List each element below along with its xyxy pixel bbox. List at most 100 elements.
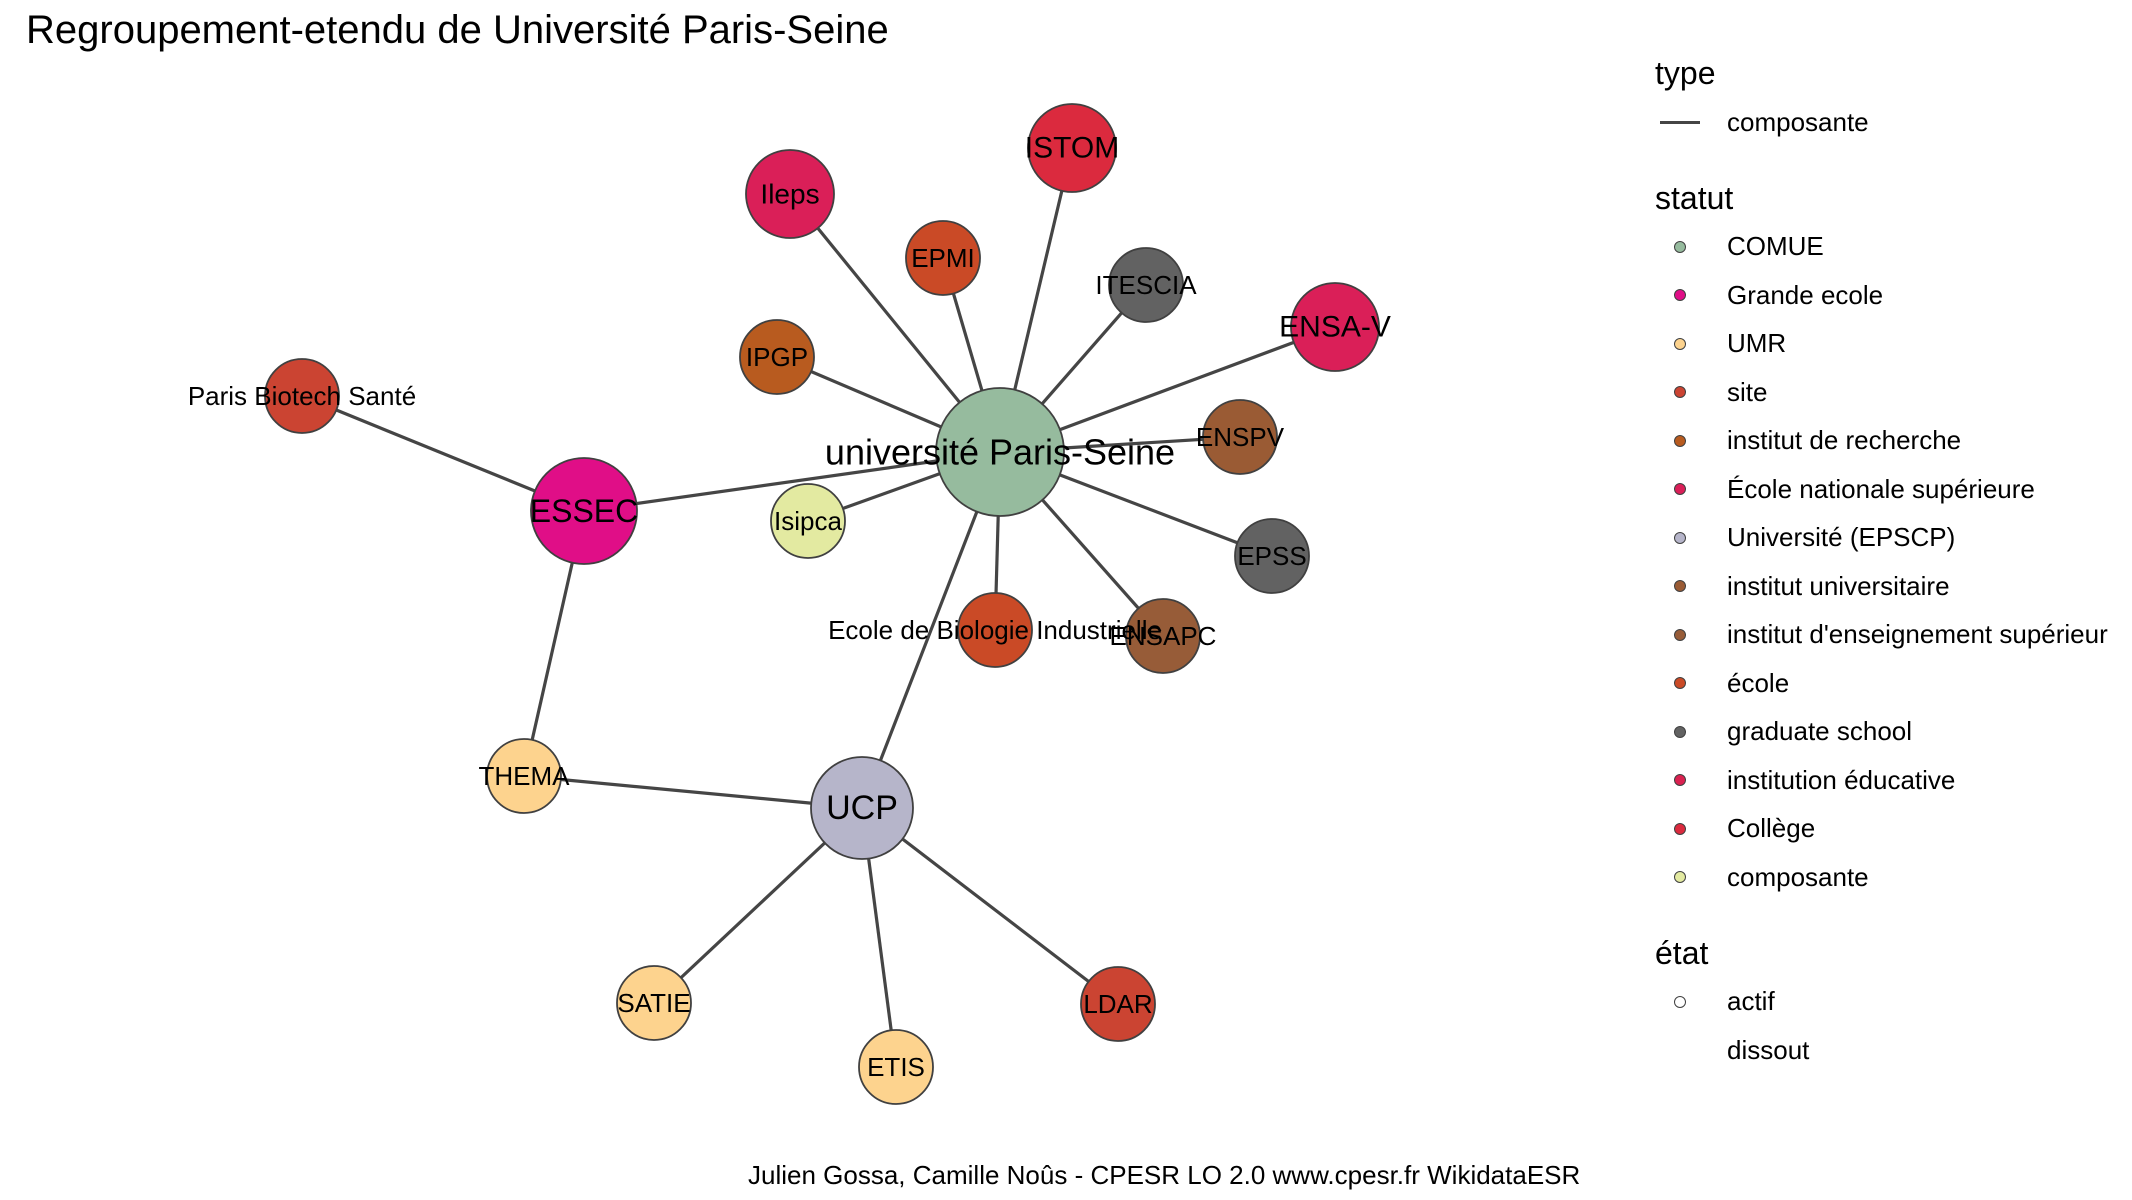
node-label-ensapc: ENSAPC (1110, 621, 1217, 651)
color-swatch (1655, 677, 1705, 690)
color-swatch (1655, 240, 1705, 253)
hollow-circle-swatch (1655, 995, 1705, 1008)
legend-item: institution éducative (1655, 756, 2125, 805)
node-label-pbs: Paris Biotech Santé (188, 381, 416, 411)
color-swatch (1655, 580, 1705, 593)
node-ensav[interactable] (1290, 282, 1380, 372)
node-label-ipgp: IPGP (746, 342, 808, 372)
graph-nodes (264, 103, 1380, 1105)
node-ucp[interactable] (810, 756, 914, 860)
color-swatch (1655, 386, 1705, 399)
legend-item-label: école (1727, 667, 1790, 698)
node-label-upsn: université Paris-Seine (825, 432, 1175, 473)
node-upsn[interactable] (935, 387, 1065, 517)
legend-item-label: COMUE (1727, 231, 1824, 262)
legend: type composante statut COMUE Grande ecole… (1655, 48, 2125, 1101)
legend-item-label: graduate school (1727, 716, 1913, 747)
node-pbs[interactable] (264, 358, 340, 434)
node-label-isipca: Isipca (774, 506, 842, 536)
legend-item-label: dissout (1727, 1034, 1810, 1065)
node-satie[interactable] (616, 965, 692, 1041)
node-label-thema: THEMA (479, 761, 571, 791)
legend-item-label: institut de recherche (1727, 425, 1962, 456)
node-itescia[interactable] (1108, 247, 1184, 323)
edge-ucp-thema (523, 774, 863, 810)
node-ileps[interactable] (745, 149, 835, 239)
legend-item-label: Collège (1727, 813, 1816, 844)
legend-item-label: actif (1727, 986, 1775, 1017)
node-label-ucp: UCP (826, 789, 898, 827)
legend-item-label: UMR (1727, 328, 1787, 359)
legend-item: école (1655, 659, 2125, 708)
node-label-essec: ESSEC (530, 493, 638, 529)
node-label-epmi: EPMI (911, 243, 975, 273)
line-swatch (1655, 120, 1705, 124)
color-swatch (1655, 337, 1705, 350)
color-swatch (1655, 725, 1705, 738)
legend-item: COMUE (1655, 223, 2125, 272)
legend-item-label: composante (1727, 861, 1869, 892)
node-thema[interactable] (486, 738, 562, 814)
node-isipca[interactable] (770, 483, 846, 559)
node-essec[interactable] (530, 457, 638, 565)
node-label-istom: ISTOM (1025, 132, 1119, 165)
node-istom[interactable] (1027, 103, 1117, 193)
legend-item: institut d'enseignement supérieur (1655, 611, 2125, 660)
legend-item: actif (1655, 978, 2125, 1027)
legend-item: institut de recherche (1655, 417, 2125, 466)
color-swatch (1655, 289, 1705, 302)
graph-labels: université Paris-Seine Ileps ISTOM EPMI ITES… (188, 132, 1391, 1083)
legend-statut: statut COMUE Grande ecole UMR site institut … (1655, 173, 2125, 902)
node-label-etis: ETIS (867, 1052, 925, 1082)
node-label-ebi: Ecole de Biologie Industrielle (828, 615, 1162, 645)
node-label-ileps: Ileps (760, 179, 819, 210)
legend-type: type composante (1655, 48, 2125, 147)
legend-item: composante (1655, 853, 2125, 902)
legend-type-title: type (1655, 55, 1716, 91)
node-etis[interactable] (858, 1029, 934, 1105)
node-label-satie: SATIE (617, 988, 690, 1018)
legend-item: UMR (1655, 320, 2125, 369)
node-ebi[interactable] (957, 592, 1033, 668)
node-label-epss: EPSS (1237, 541, 1306, 571)
edge-ucp-ldar (861, 806, 1119, 1006)
node-label-ensav: ENSA-V (1279, 311, 1391, 344)
legend-statut-items: COMUE Grande ecole UMR site institut de rech… (1655, 223, 2125, 902)
legend-item: Grande ecole (1655, 271, 2125, 320)
node-label-itescia: ITESCIA (1095, 270, 1197, 300)
node-label-ldar: LDAR (1083, 989, 1152, 1019)
legend-item-label: Grande ecole (1727, 279, 1884, 310)
legend-statut-title: statut (1655, 179, 1734, 216)
node-epmi[interactable] (905, 220, 981, 296)
legend-etat-title: état (1655, 934, 1709, 971)
node-label-enspv: ENSPV (1196, 422, 1285, 452)
legend-item-label: institut d'enseignement supérieur (1727, 619, 2108, 650)
page-title: Regroupement-etendu de Université Paris-… (26, 8, 889, 52)
node-epss[interactable] (1234, 518, 1310, 594)
legend-item-label: Université (EPSCP) (1727, 522, 1956, 553)
color-swatch (1655, 822, 1705, 835)
legend-item: institut universitaire (1655, 562, 2125, 611)
color-swatch (1655, 434, 1705, 447)
color-swatch (1655, 483, 1705, 496)
legend-item: Collège (1655, 805, 2125, 854)
legend-item-label: institution éducative (1727, 764, 1956, 795)
legend-item: site (1655, 368, 2125, 417)
node-ldar[interactable] (1080, 966, 1156, 1042)
color-swatch (1655, 871, 1705, 884)
legend-item: composante (1655, 98, 2125, 147)
legend-item-label: institut universitaire (1727, 570, 1950, 601)
color-swatch (1655, 531, 1705, 544)
legend-item-label: composante (1727, 106, 1869, 137)
legend-item: dissout (1655, 1026, 2125, 1075)
legend-item: graduate school (1655, 708, 2125, 757)
legend-item-label: site (1727, 376, 1768, 407)
node-ensapc[interactable] (1125, 598, 1201, 674)
color-swatch (1655, 628, 1705, 641)
color-swatch (1655, 774, 1705, 787)
legend-item-label: École nationale supérieure (1727, 473, 2035, 504)
legend-item: École nationale supérieure (1655, 465, 2125, 514)
node-ipgp[interactable] (739, 319, 815, 395)
node-enspv[interactable] (1202, 399, 1278, 475)
